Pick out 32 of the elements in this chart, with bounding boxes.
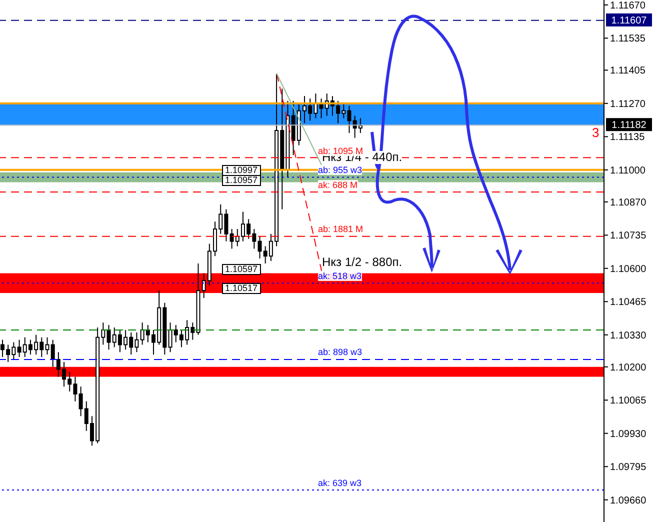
annotation: ab: 1095 M bbox=[318, 146, 364, 156]
y-tick-label: 1.09795 bbox=[610, 462, 647, 474]
ref-line-label: 1.11607 bbox=[611, 15, 648, 26]
annotation: 1.10957 bbox=[222, 174, 261, 186]
y-tick-label: 1.09930 bbox=[610, 428, 647, 440]
y-tick-label: 1.10065 bbox=[610, 396, 647, 407]
annotation: 1.10997 bbox=[222, 165, 261, 176]
annotation: ab: 955 w3 bbox=[318, 165, 362, 176]
y-tick-label: 1.10870 bbox=[610, 197, 647, 208]
y-tick-label: 1.11535 bbox=[610, 34, 646, 45]
annotation: ak: 518 w3 bbox=[318, 271, 362, 282]
annotation: ab: 1881 M bbox=[318, 224, 364, 234]
y-tick-label: 1.10465 bbox=[610, 297, 647, 308]
annotation: Нкз 1/2 - 880п. bbox=[322, 255, 402, 269]
y-tick-label: 1.10600 bbox=[610, 264, 647, 275]
y-tick-label: 1.11670 bbox=[610, 0, 646, 12]
annotation: ab: 898 w3 bbox=[318, 347, 362, 358]
y-tick-label: 1.10200 bbox=[610, 362, 647, 374]
annotation: ak: 688 M bbox=[318, 180, 358, 190]
candlestick bbox=[50, 339, 55, 368]
y-tick-label: 1.11000 bbox=[610, 165, 646, 176]
ref-line-label: 1.11182 bbox=[612, 120, 647, 132]
annotation: ak: 639 w3 bbox=[318, 478, 362, 488]
y-tick-label: 1.10330 bbox=[610, 330, 647, 342]
annotation: 1.10517 bbox=[222, 283, 261, 294]
annotation: 3 bbox=[592, 125, 600, 140]
y-tick-label: 1.11135 bbox=[610, 132, 646, 144]
annotation: 1.10597 bbox=[222, 264, 261, 275]
y-tick-label: 1.10735 bbox=[610, 230, 647, 242]
y-tick-label: 1.09660 bbox=[610, 495, 647, 506]
y-tick-label: 1.11405 bbox=[610, 66, 646, 77]
y-tick-label: 1.11270 bbox=[610, 98, 646, 110]
